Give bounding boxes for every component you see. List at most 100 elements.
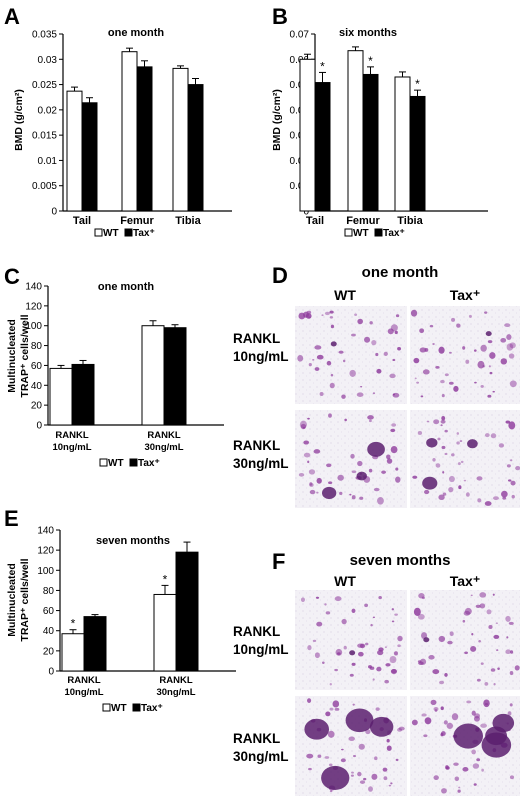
category-label: Femur — [120, 215, 154, 227]
cell-mark — [302, 427, 306, 429]
cell-mark — [490, 433, 497, 439]
cell-mark — [454, 776, 460, 782]
cell-mark — [451, 713, 459, 721]
cell-mark — [329, 683, 332, 686]
bar-wt — [394, 76, 411, 212]
cell-mark — [430, 699, 437, 706]
cell-mark — [465, 492, 470, 497]
cell-mark — [359, 780, 366, 784]
panel-letter: A — [4, 4, 20, 29]
cell-mark — [501, 490, 508, 498]
cell-mark — [334, 668, 338, 672]
cell-mark — [505, 420, 511, 424]
bar-tax — [362, 73, 379, 212]
osteoclast-mark — [349, 650, 356, 656]
micrograph-image — [410, 590, 520, 690]
cell-mark — [472, 763, 480, 769]
cell-mark — [471, 710, 476, 716]
cell-mark — [475, 604, 481, 608]
cell-mark — [308, 767, 312, 771]
y-tick-label: 0.05 — [290, 80, 310, 91]
osteoclast-mark — [356, 471, 367, 481]
cell-mark — [386, 454, 391, 460]
cell-mark — [384, 679, 389, 684]
cell-mark — [451, 453, 455, 457]
cell-mark — [394, 613, 398, 616]
cell-mark — [328, 481, 333, 485]
cell-mark — [505, 615, 511, 622]
cell-mark — [382, 767, 388, 772]
bar-wt — [141, 325, 165, 426]
cell-mark — [307, 460, 310, 464]
cell-mark — [463, 479, 467, 482]
cell-mark — [314, 345, 322, 350]
cell-mark — [324, 311, 330, 316]
cell-mark — [417, 430, 423, 435]
cell-mark — [464, 607, 472, 615]
cell-mark — [391, 423, 397, 427]
cell-mark — [505, 649, 511, 655]
cell-mark — [492, 593, 495, 596]
cell-mark — [378, 596, 382, 600]
bar-tax — [136, 66, 153, 212]
y-tick-label: 100 — [37, 566, 54, 577]
cell-mark — [487, 394, 492, 398]
cell-mark — [439, 680, 445, 685]
cell-mark — [442, 492, 447, 496]
cell-mark — [359, 496, 364, 500]
cell-mark — [360, 385, 363, 388]
bar-tax — [314, 82, 331, 212]
micrograph-image — [410, 696, 520, 796]
cell-mark — [485, 433, 490, 438]
cell-mark — [315, 596, 320, 599]
cell-mark — [481, 768, 484, 772]
cell-mark — [440, 424, 443, 427]
cell-mark — [383, 776, 388, 781]
cell-mark — [508, 621, 514, 625]
chart-title: one month — [98, 281, 154, 293]
micrograph-image — [295, 410, 407, 508]
cell-mark — [509, 703, 513, 707]
micrograph-title: one month — [362, 264, 439, 281]
cell-mark — [349, 673, 354, 677]
cell-mark — [477, 498, 482, 503]
cell-mark — [506, 636, 509, 639]
y-tick-label: 0.03 — [290, 131, 310, 142]
category-label: Tail — [306, 215, 324, 227]
osteoclast-mark — [492, 713, 515, 733]
cell-mark — [327, 730, 335, 738]
cell-mark — [357, 771, 362, 777]
cell-mark — [474, 381, 477, 384]
category-label: RANKL — [55, 430, 88, 441]
cell-mark — [497, 667, 500, 670]
significance-star: * — [320, 59, 325, 73]
row-label: RANKL — [233, 731, 280, 746]
cell-mark — [397, 644, 401, 648]
osteoclast-mark — [426, 437, 438, 448]
cell-mark — [395, 467, 399, 471]
cell-mark — [391, 620, 395, 623]
cell-mark — [414, 377, 417, 380]
cell-mark — [309, 489, 316, 495]
cell-mark — [358, 743, 365, 750]
cell-mark — [395, 314, 400, 318]
y-axis-label: Multinucleated — [6, 319, 18, 393]
cell-mark — [507, 479, 512, 482]
micrograph-image — [410, 410, 520, 508]
cell-mark — [437, 437, 441, 441]
cell-mark — [511, 494, 515, 499]
y-tick-label: 0.06 — [290, 55, 310, 66]
micrograph-image — [295, 306, 407, 404]
row-label: RANKL — [233, 438, 280, 453]
cell-mark — [447, 640, 453, 645]
cell-mark — [303, 452, 311, 458]
cell-mark — [473, 783, 477, 786]
legend-swatch-tax — [132, 703, 141, 712]
cell-mark — [440, 732, 444, 737]
category-label: 30ng/mL — [156, 687, 195, 698]
cell-mark — [477, 360, 485, 369]
cell-mark — [456, 441, 460, 445]
cell-mark — [334, 596, 342, 602]
cell-mark — [300, 597, 305, 602]
